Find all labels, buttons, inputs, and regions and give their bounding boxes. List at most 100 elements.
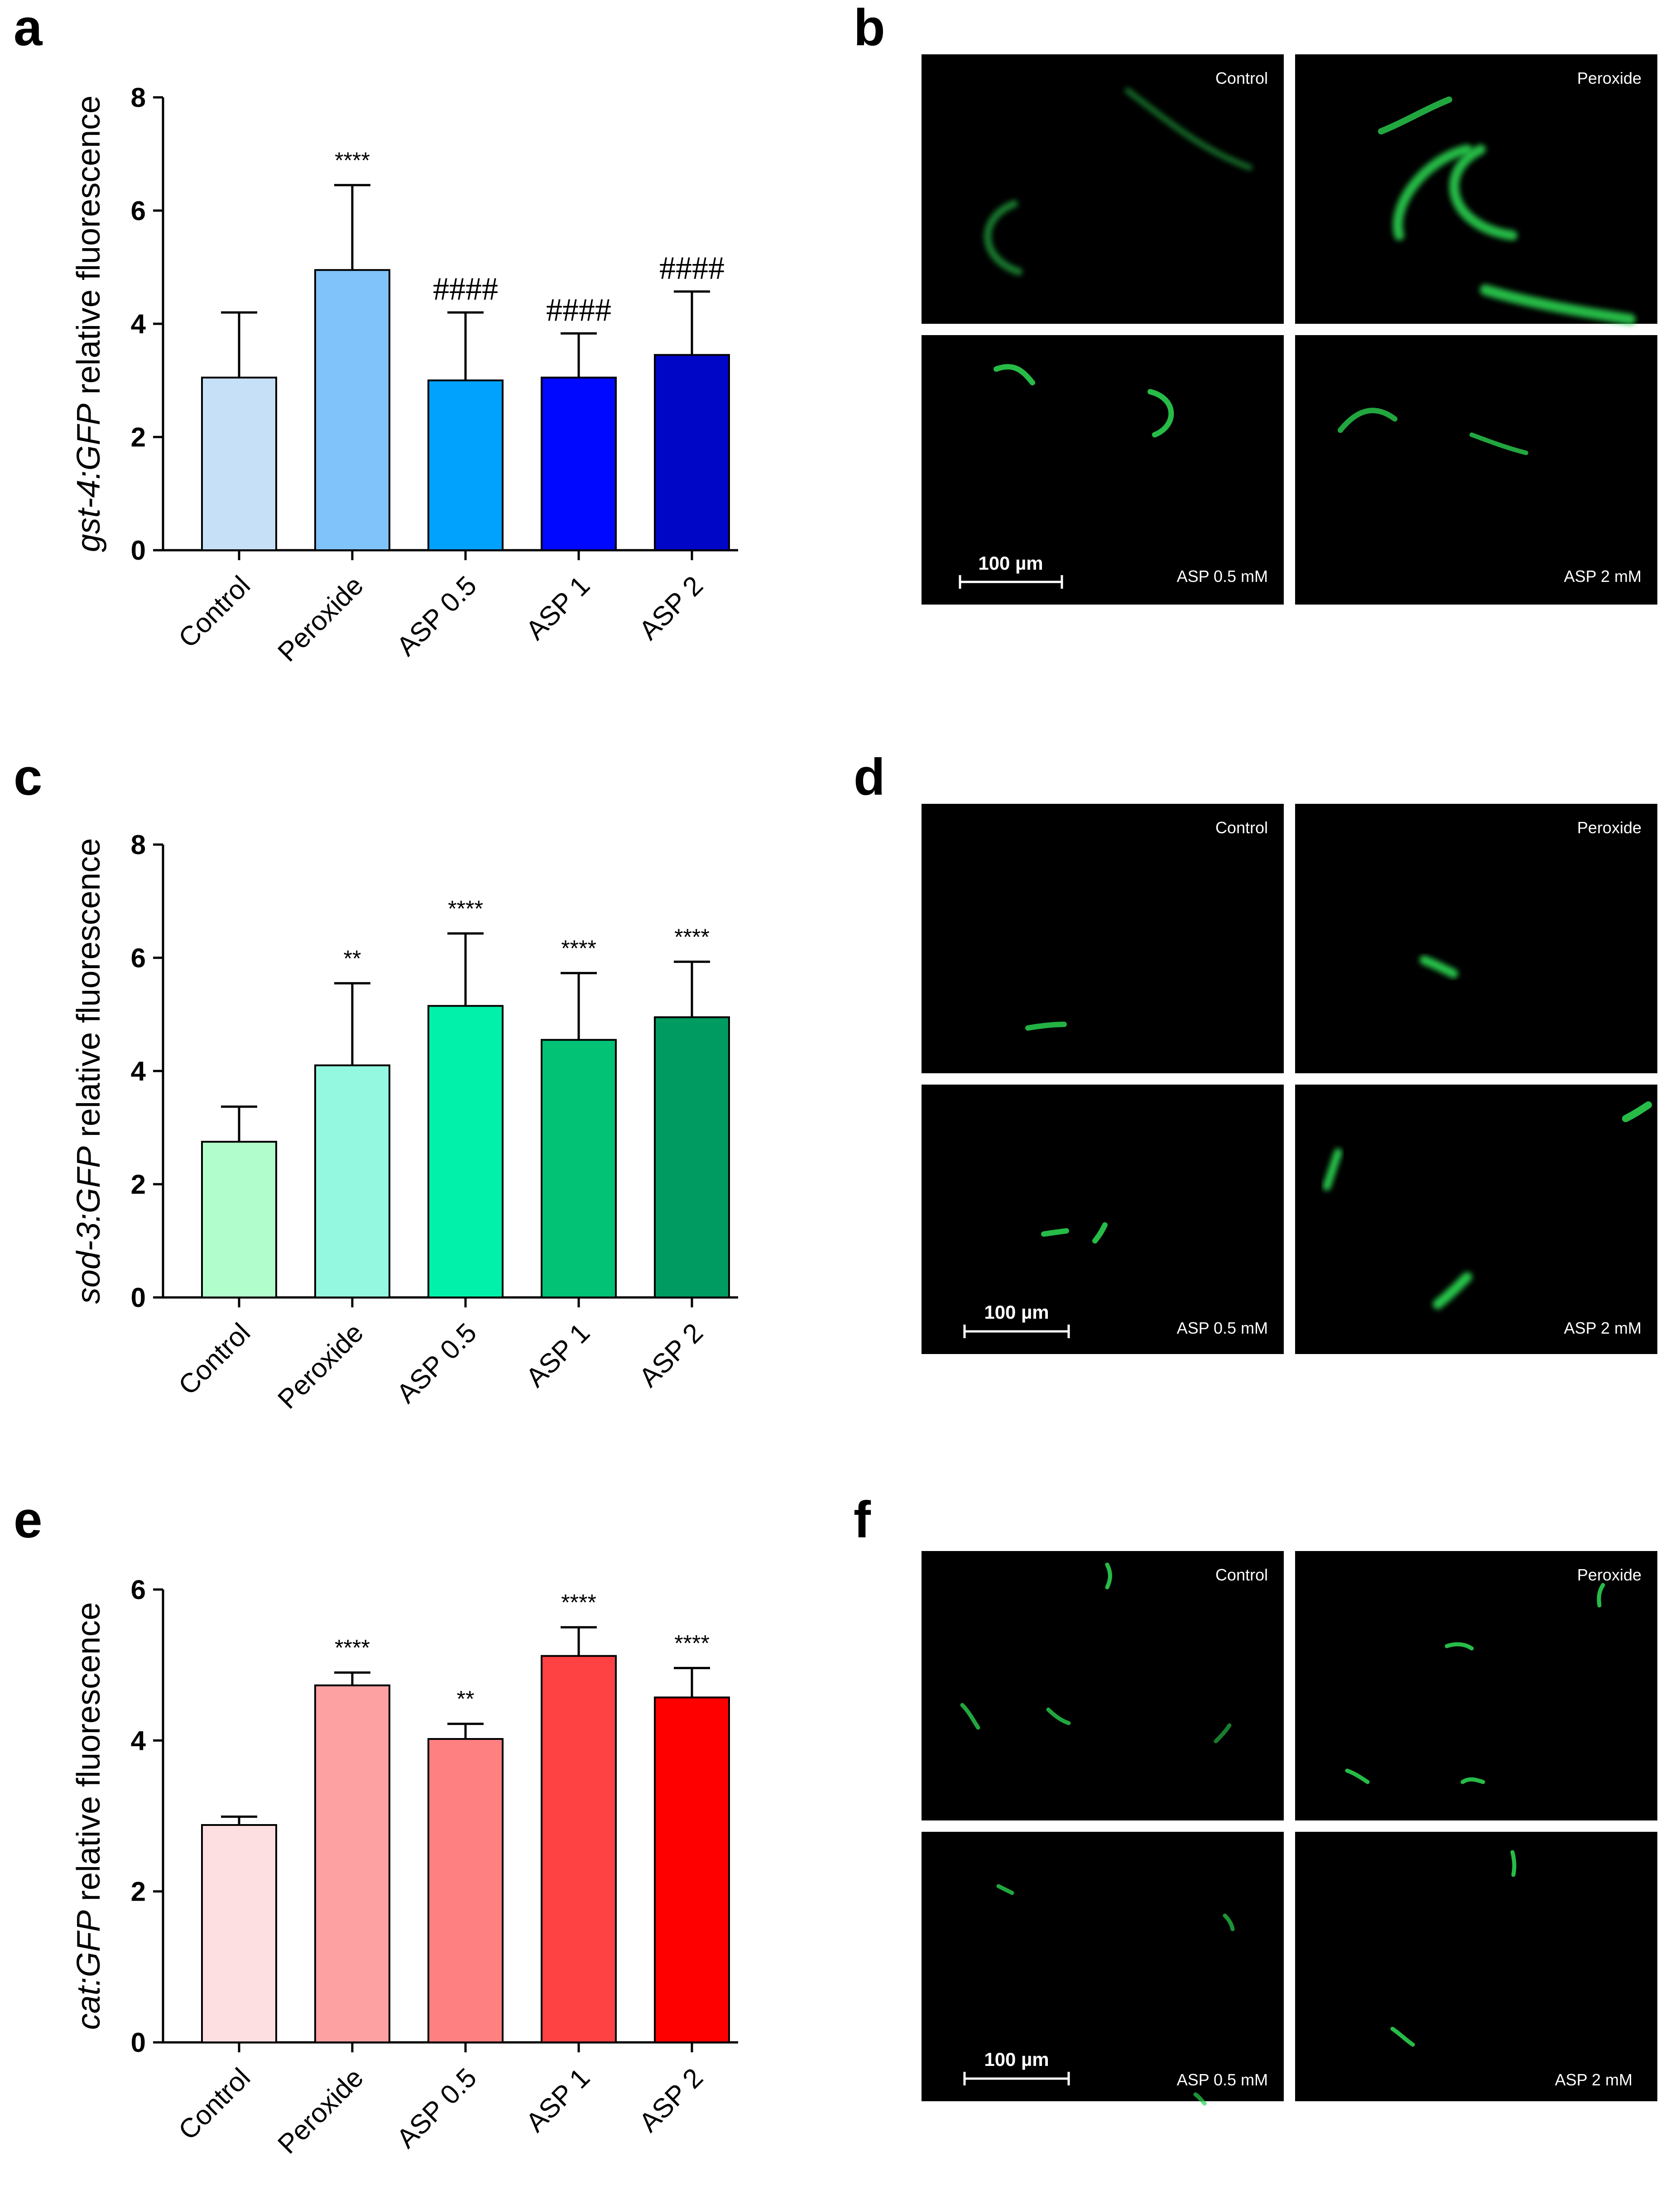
image-label: ASP 2 mM (1564, 567, 1642, 586)
significance-label: #### (546, 292, 611, 328)
y-tick-label: 8 (131, 82, 146, 113)
worms-d (1025, 956, 1652, 1309)
bar-control (201, 376, 277, 551)
x-tick-label: ASP 1 (520, 570, 595, 646)
worm (960, 1703, 980, 1730)
worm (1345, 1768, 1370, 1784)
worm (1622, 1101, 1652, 1122)
image-label: ASP 0.5 mM (1177, 567, 1268, 586)
worm (1390, 2027, 1415, 2047)
image-label: Control (1215, 818, 1268, 837)
significance-label: **** (674, 924, 710, 950)
image-label: Peroxide (1577, 818, 1642, 837)
scale-bar-label: 100 µm (978, 552, 1043, 574)
x-tick-label: ASP 2 (633, 2062, 709, 2138)
x-tick-label: ASP 1 (520, 2062, 595, 2138)
y-tick-label: 8 (131, 830, 146, 860)
y-tick-label: 2 (131, 422, 146, 452)
scale-bar (963, 1325, 1070, 1338)
panel-letter-d: d (854, 749, 885, 806)
x-tick-label: Control (173, 1317, 256, 1401)
image-b-asp05 (922, 335, 1284, 605)
x-tick-label: ASP 0.5 (391, 2062, 482, 2154)
worm (1323, 1148, 1342, 1191)
worm (1092, 1222, 1108, 1244)
image-label: ASP 0.5 mM (1177, 1319, 1268, 1337)
y-axis-label-suffix: relative fluorescence (71, 96, 107, 403)
scale-bar-label: 100 µm (984, 2049, 1049, 2070)
y-axis-label-suffix: relative fluorescence (71, 838, 107, 1146)
panel-letter-e: e (14, 1491, 42, 1549)
micrograph-panel-b: Control Peroxide ASP 0.5 mM ASP 2 mM 100… (922, 54, 1657, 605)
y-tick-label: 6 (131, 1575, 146, 1605)
y-tick-label: 0 (131, 2027, 146, 2058)
worm (1510, 1850, 1517, 1877)
scale-bar (959, 575, 1063, 589)
worm (1433, 1272, 1472, 1309)
panel-letter-c: c (14, 749, 42, 806)
x-tick-label: ASP 2 (633, 1317, 709, 1393)
y-axis-label-gene: cat:GFP (71, 1910, 107, 2030)
significance-label: ** (457, 1686, 475, 1712)
bar-asp-2 (654, 354, 730, 551)
x-tick-label: Control (173, 2062, 256, 2146)
y-axis-label: sod-3:GFP relative fluorescence (71, 838, 107, 1304)
worms-f (960, 1562, 1605, 2106)
worm (1147, 389, 1174, 437)
image-b-control (922, 54, 1284, 324)
bar-asp-0-5 (427, 1738, 504, 2043)
worms-b (984, 88, 1636, 455)
y-tick-label: 6 (131, 943, 146, 973)
image-label: ASP 2 mM (1555, 2070, 1632, 2089)
y-axis-label-suffix: relative fluorescence (71, 1602, 107, 1910)
y-tick-label: 2 (131, 1169, 146, 1200)
image-label: ASP 0.5 mM (1177, 2070, 1268, 2089)
y-tick-label: 4 (131, 1056, 146, 1086)
x-tick-label: Peroxide (272, 570, 369, 668)
worm (984, 200, 1022, 275)
bar-asp-1 (541, 1039, 617, 1298)
scale-bar-label: 100 µm (984, 1302, 1049, 1323)
x-tick-label: ASP 0.5 (391, 570, 482, 662)
y-tick-label: 6 (131, 196, 146, 226)
significance-label: #### (659, 250, 725, 286)
bar-chart-gst4: 0 2 4 6 8 gst-4:GFP relative fluorescence Cont… (71, 82, 738, 668)
worm (1469, 432, 1528, 455)
image-d-control (922, 804, 1284, 1073)
image-f-asp05 (922, 1832, 1284, 2101)
micrograph-panel-d: Control Peroxide ASP 0.5 mM ASP 2 mM 100… (922, 804, 1657, 1354)
worm (1480, 284, 1636, 325)
image-label: Control (1215, 69, 1268, 87)
worm (996, 1884, 1014, 1895)
bar-asp-0-5 (427, 379, 504, 551)
image-b-asp2 (1295, 335, 1657, 605)
worm (1041, 1228, 1069, 1237)
bar-asp-0-5 (427, 1005, 504, 1298)
significance-label: **** (561, 1590, 596, 1615)
x-tick-label: Peroxide (272, 2062, 369, 2160)
image-d-asp2 (1295, 1085, 1657, 1354)
x-tick-label: ASP 0.5 (391, 1317, 482, 1409)
x-tick-label: ASP 1 (520, 1317, 595, 1393)
micrograph-panel-f: Control Peroxide ASP 0.5 mM ASP 2 mM 100… (922, 1551, 1657, 2106)
y-axis-label: cat:GFP relative fluorescence (71, 1602, 107, 2030)
worm (994, 364, 1035, 385)
panel-letter-b: b (854, 0, 885, 57)
worm (1449, 144, 1517, 240)
worm (1392, 144, 1472, 240)
y-tick-label: 4 (131, 1725, 146, 1756)
image-f-asp2 (1295, 1832, 1657, 2101)
image-label: Control (1215, 1566, 1268, 1584)
x-tick-label: ASP 2 (633, 570, 709, 646)
bar-asp-2 (654, 1696, 730, 2043)
x-tick-label: Peroxide (272, 1317, 369, 1415)
worm (1420, 956, 1458, 978)
panel-letter-f: f (854, 1491, 871, 1549)
worm (1597, 1583, 1605, 1608)
significance-label: **** (335, 148, 370, 173)
significance-label: **** (561, 936, 596, 961)
worm (1223, 1913, 1235, 1931)
y-axis-label-gene: sod-3:GFP (71, 1146, 107, 1304)
y-tick-label: 4 (131, 309, 146, 339)
